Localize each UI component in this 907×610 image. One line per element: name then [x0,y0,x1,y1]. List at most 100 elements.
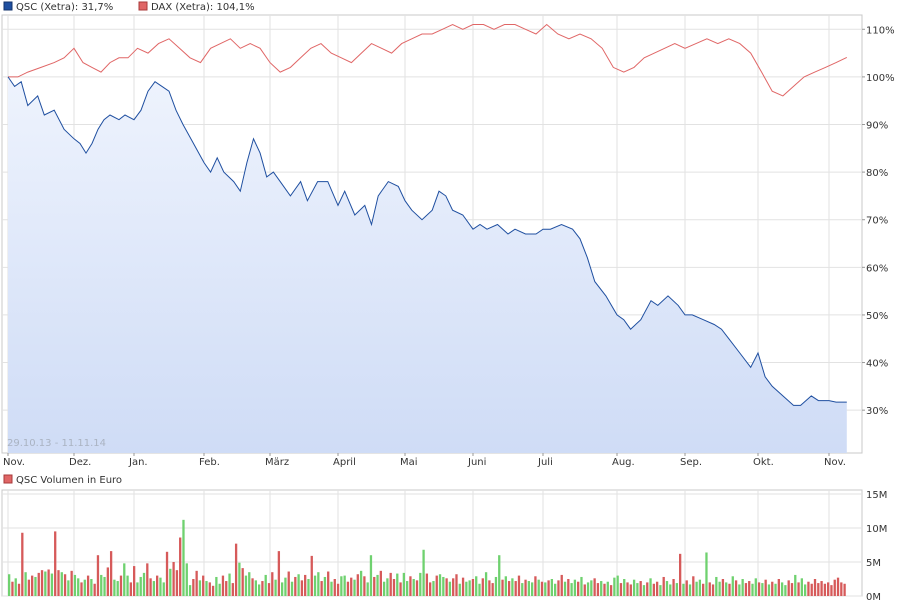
price-x-tick-label: April [333,457,356,468]
volume-bar [307,579,310,596]
volume-bar [797,582,800,596]
volume-bar [382,581,386,596]
price-x-tick-label: Aug. [612,457,635,468]
price-x-tick-label: Feb. [199,457,220,468]
volume-bar [491,583,494,596]
volume-bar [524,579,527,596]
volume-bar [109,551,113,596]
volume-bar [353,579,356,596]
volume-bar [761,583,764,596]
volume-bar [537,579,540,596]
price-y-tick-label: 40% [866,359,888,370]
volume-bar [277,551,281,596]
volume-bar [17,583,21,596]
volume-bar [346,581,350,596]
volume-bar [257,584,261,596]
volume-bar [192,579,195,596]
volume-bar [738,584,741,596]
volume-bar [146,563,149,596]
volume-bar [402,572,406,596]
volume-bar [501,579,504,596]
volume-y-axis: 0M 5M 10M 15M [866,490,887,603]
volume-bar [734,580,738,596]
volume-bar [113,579,116,596]
price-x-tick-label: Sep. [680,457,702,468]
volume-bar [764,579,767,596]
price-x-tick-label: Mai [400,457,418,468]
volume-bar [675,583,679,596]
price-x-tick-label: Nov. [824,457,846,468]
volume-bar [530,582,534,596]
volume-bar [659,585,662,596]
volume-bar [780,582,784,596]
price-legend: QSC (Xetra): 31,7% DAX (Xetra): 104,1% [3,1,255,13]
volume-bar [136,582,139,596]
volume-bar [179,537,182,596]
volume-bar [313,575,317,596]
volume-bar [810,583,813,596]
price-x-tick-label: Okt. [753,457,774,468]
volume-bar [580,576,583,596]
volume-bar [162,582,165,596]
volume-bar [682,583,685,596]
volume-bar [452,578,455,596]
volume-bar [90,579,93,596]
volume-bar [281,582,284,596]
volume-bar [455,574,458,596]
volume-bar [705,552,708,596]
volume-bar [83,579,86,596]
volume-bar [757,582,761,596]
volume-bar [817,583,820,596]
volume-bar [465,581,468,596]
dax-legend-label: DAX (Xetra): 104,1% [151,2,255,13]
volume-bar [794,574,797,596]
volume-bar [47,569,50,596]
volume-bar [803,584,807,596]
volume-bar [21,532,24,596]
volume-bar [34,576,37,596]
price-y-tick-label: 110% [866,25,895,36]
volume-bar [649,578,652,596]
volume-bar [356,574,359,596]
volume-bar [211,585,215,596]
volume-bar [787,580,790,596]
volume-bar [244,575,248,596]
volume-bar [294,576,297,596]
qsc-area-fill [8,76,847,454]
volume-bar [310,555,313,596]
volume-bar [606,581,609,596]
volume-bar [379,570,382,596]
price-y-tick-label: 30% [866,406,888,417]
volume-bar [363,576,366,596]
volume-y-tick-label: 5M [866,558,881,569]
price-x-tick-label: März [265,457,289,468]
volume-bar [139,576,142,596]
volume-bar [511,578,514,596]
volume-bar [297,574,300,596]
volume-bar [284,577,287,596]
price-x-tick-label: Dez. [69,457,91,468]
volume-bar [429,582,432,596]
volume-bar [550,579,554,596]
volume-bar [37,572,40,596]
volume-bar [149,578,152,596]
volume-bar [422,549,425,596]
volume-bar [728,583,731,596]
volume-bar [688,584,692,596]
volume-bar [238,562,241,596]
price-x-tick-label: Nov. [3,457,25,468]
volume-bar [116,581,119,596]
volume-bar [215,576,218,596]
volume-bar [646,582,649,596]
volume-bar [271,572,274,596]
price-panel: 30% 40% 50% 60% 70% 80% 90% 100% 110% Nov. Dez. Ja… [1,14,895,468]
volume-bar [827,582,830,596]
volume-bar [152,581,156,596]
volume-bar [208,582,211,596]
volume-bar [744,583,748,596]
volume-bar [50,573,54,596]
volume-bar [123,563,126,596]
volume-bar [843,583,846,596]
volume-bar [399,582,402,596]
